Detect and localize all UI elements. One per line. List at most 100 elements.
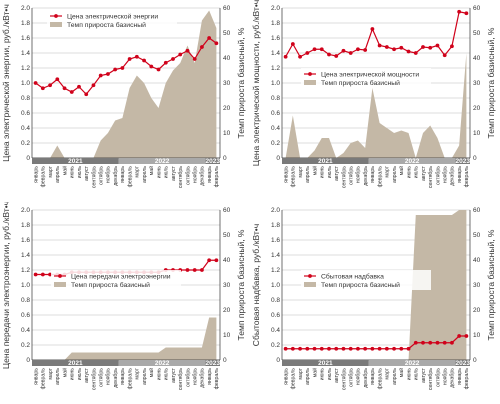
data-point [413,340,418,345]
y2-tick-label: 0 [473,357,477,364]
x-tick-label: апрель [55,368,61,385]
data-point [33,272,38,277]
x-tick-label: апрель [305,368,311,385]
x-tick-label: июль [327,368,333,381]
x-tick-label: апрель [142,368,148,385]
x-tick-label: декабрь [113,368,119,388]
x-tick-label: декабрь [363,166,369,186]
x-tick-label: февраль [464,368,470,390]
x-tick-label: май [148,368,155,377]
legend-line-marker [308,274,312,278]
y-tick-label: 1.6 [271,35,280,42]
legend-label-growth: Темп прироста базисный [321,281,400,289]
x-tick-label: март [385,165,391,177]
data-point [91,83,96,88]
data-point [178,52,183,57]
data-point [40,86,45,91]
data-point [185,48,190,53]
x-tick-label: июнь [320,166,326,179]
data-point [290,42,295,46]
y-tick-label: 1.4 [271,50,280,57]
data-point [377,346,382,351]
data-point [450,44,454,49]
data-point [69,90,74,94]
chart-sales-markup: 0 0.2 0.4 0.6 0.8 1.0 1.2 1.4 1.6 1.8 2.0 0 10 20 30 40… [251,207,496,390]
y-tick-label: 0.4 [21,327,30,334]
data-point [406,49,411,54]
year-band [32,360,119,366]
data-point [363,346,368,351]
chart-panel-sales-markup: 0 0.2 0.4 0.6 0.8 1.0 1.2 1.4 1.6 1.8 2.0 0 10 20 30 40… [250,202,500,404]
y2-tick-label: 0 [223,155,227,162]
x-tick-label: апрель [305,166,311,183]
data-point [370,346,375,351]
x-tick-label: май [311,166,318,175]
y2-tick-label: 40 [473,55,481,62]
y-tick-label: 0 [26,357,30,364]
x-tick-label: март [135,165,141,177]
y-tick-label: 0.8 [21,297,30,304]
y-axis-title: Цена электрической энергии, руб./кВт•ч [1,4,11,162]
x-tick-label: август [84,367,90,383]
data-point [334,346,339,351]
data-point [156,67,161,72]
y2-tick-label: 60 [473,5,481,12]
x-tick-label: март [48,367,54,379]
y-tick-label: 0 [276,357,280,364]
legend-label-growth: Темп прироста базисный [321,79,400,87]
y-tick-label: 0.6 [271,312,280,319]
y-tick-label: 1.8 [271,222,280,229]
data-point [290,346,295,351]
year-band [368,158,456,164]
data-point [399,45,404,50]
x-tick-label: июнь [156,166,162,179]
y-tick-label: 1.8 [21,20,30,27]
data-point [406,346,411,351]
data-point [399,346,404,351]
area-series-growth [35,10,217,158]
x-tick-label: сентябрь [178,368,184,390]
y2-tick-label: 10 [473,332,481,339]
legend-background [301,68,431,88]
x-tick-label: июль [414,166,420,179]
year-label: 2021 [318,360,333,367]
y-axis-title: Цена передачи электроэнергии, руб./кВт•ч [1,202,11,369]
data-point [214,258,219,263]
x-tick-label: март [298,367,304,379]
y-tick-label: 1.4 [21,252,30,259]
data-point [192,268,197,272]
x-tick-label: март [298,165,304,177]
y-tick-label: 0.4 [271,125,280,132]
legend-area-swatch [304,282,316,287]
data-point [305,51,310,55]
y-tick-label: 1.6 [21,237,30,244]
x-tick-label: июнь [70,166,76,179]
x-tick-label: август [421,165,427,181]
data-point [421,45,425,49]
x-tick-label: ноябрь [192,166,198,183]
legend-label-growth: Темп прироста базисный [67,21,146,29]
x-tick-label: август [171,165,177,181]
data-point [33,81,38,85]
data-point [464,11,469,16]
year-band [282,360,369,366]
x-tick-label: февраль [41,166,47,188]
chart-panel-electricity-price: 0 0.2 0.4 0.6 0.8 1.0 1.2 1.4 1.6 1.8 2.0 0 10 20 30 40… [0,0,250,202]
data-point [450,340,454,345]
legend-background [51,270,181,290]
data-point [319,346,324,351]
x-tick-label: январь [120,166,126,183]
legend-label-price: Сбытовая надбавка [321,272,384,280]
data-point [348,346,353,351]
y2-axis-title: Темп прироста базисный, % [486,27,496,138]
year-band [282,158,369,164]
x-tick-label: февраль [127,166,133,188]
x-tick-label: сентябрь [428,166,434,188]
x-tick-label: январь [283,166,289,183]
year-label: 2022 [155,360,170,367]
x-tick-label: май [61,368,68,377]
x-tick-label: декабрь [113,166,119,186]
x-tick-label: июль [414,368,420,381]
y2-tick-label: 40 [223,257,231,264]
x-tick-label: октябрь [185,166,191,185]
